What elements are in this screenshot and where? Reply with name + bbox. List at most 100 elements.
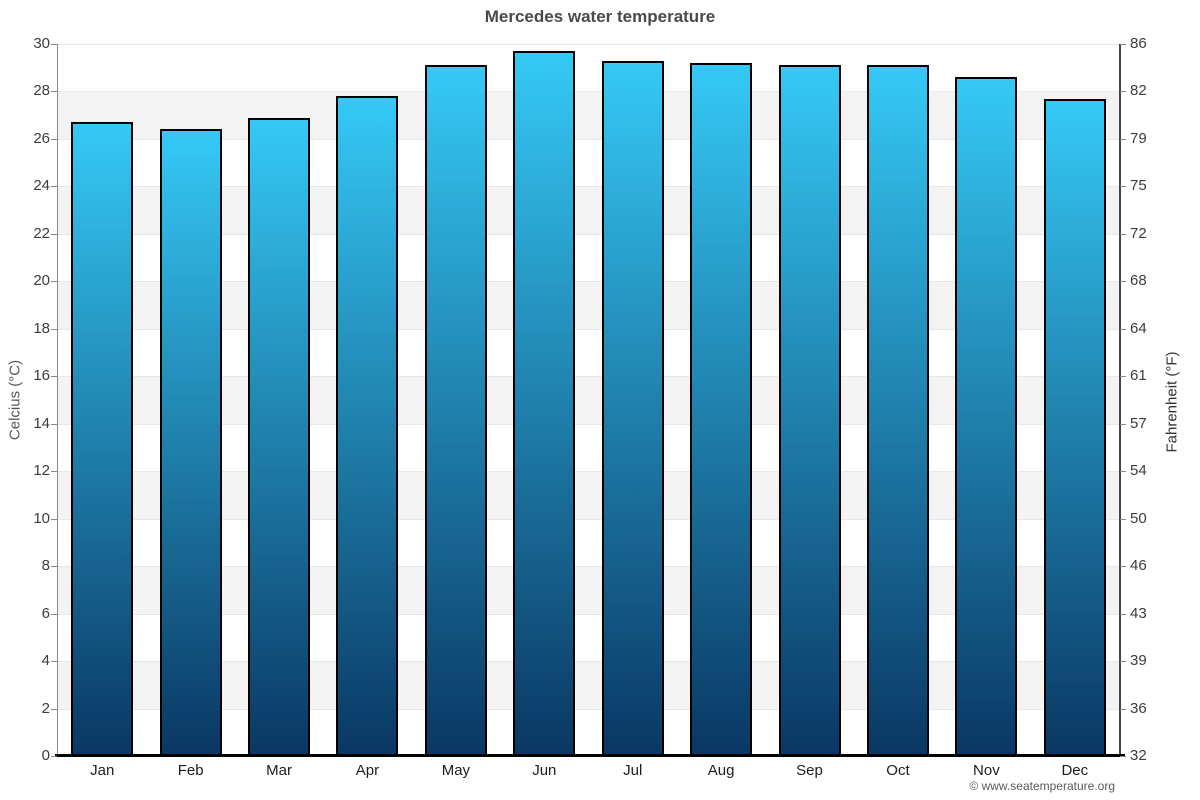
copyright-text: © www.seatemperature.org bbox=[969, 779, 1115, 793]
tick-mark bbox=[1120, 186, 1126, 188]
tick-mark bbox=[51, 613, 57, 615]
y-axis-line-right bbox=[1119, 44, 1121, 756]
ytick-fahrenheit-54: 54 bbox=[1130, 462, 1147, 480]
ytick-celsius-10: 10 bbox=[33, 509, 50, 527]
bar-nov[interactable] bbox=[955, 77, 1018, 756]
x-label-sep: Sep bbox=[796, 762, 823, 779]
x-label-feb: Feb bbox=[177, 762, 204, 779]
bar-dec[interactable] bbox=[1043, 98, 1106, 756]
tick-mark bbox=[51, 281, 57, 283]
gridline bbox=[58, 613, 1119, 615]
tick-mark bbox=[51, 756, 57, 757]
tick-mark bbox=[1120, 233, 1126, 235]
bar-may[interactable] bbox=[424, 65, 487, 756]
tick-mark bbox=[1120, 281, 1126, 283]
tick-mark bbox=[1120, 613, 1126, 615]
ytick-celsius-18: 18 bbox=[33, 319, 50, 337]
gridline bbox=[58, 233, 1119, 235]
tick-mark bbox=[1120, 661, 1126, 663]
gridline bbox=[58, 328, 1119, 330]
tick-mark bbox=[51, 138, 57, 140]
ytick-fahrenheit-46: 46 bbox=[1130, 557, 1147, 575]
tick-mark bbox=[51, 233, 57, 235]
tick-mark bbox=[1120, 518, 1126, 520]
gridline bbox=[58, 44, 1119, 45]
grid-band bbox=[58, 281, 1119, 329]
x-label-mar: Mar bbox=[266, 762, 292, 779]
ytick-fahrenheit-68: 68 bbox=[1130, 272, 1147, 290]
ytick-fahrenheit-79: 79 bbox=[1130, 129, 1147, 147]
tick-mark bbox=[51, 186, 57, 188]
gridline bbox=[58, 518, 1119, 520]
tick-mark bbox=[51, 518, 57, 520]
tick-mark bbox=[1120, 328, 1126, 330]
tick-mark bbox=[1120, 756, 1126, 757]
ytick-fahrenheit-72: 72 bbox=[1130, 224, 1147, 242]
x-axis-line bbox=[55, 754, 1125, 757]
ytick-fahrenheit-57: 57 bbox=[1130, 414, 1147, 432]
ytick-celsius-20: 20 bbox=[33, 272, 50, 290]
grid-band bbox=[58, 661, 1119, 709]
ytick-celsius-0: 0 bbox=[41, 747, 50, 764]
bar-jul[interactable] bbox=[601, 60, 664, 756]
bar-aug[interactable] bbox=[690, 62, 753, 756]
tick-mark bbox=[51, 376, 57, 378]
ytick-fahrenheit-39: 39 bbox=[1130, 652, 1147, 670]
tick-mark bbox=[51, 423, 57, 425]
gridline bbox=[58, 91, 1119, 93]
ytick-celsius-16: 16 bbox=[33, 367, 50, 385]
chart-title: Mercedes water temperature bbox=[484, 7, 716, 26]
tick-mark bbox=[51, 471, 57, 473]
x-label-apr: Apr bbox=[355, 762, 380, 779]
y-axis-line-left bbox=[57, 44, 58, 756]
tick-mark bbox=[1120, 708, 1126, 710]
grid-band bbox=[58, 91, 1119, 139]
ytick-fahrenheit-32: 32 bbox=[1130, 747, 1147, 764]
ytick-celsius-26: 26 bbox=[33, 129, 50, 147]
ytick-fahrenheit-36: 36 bbox=[1130, 699, 1147, 717]
tick-mark bbox=[51, 91, 57, 93]
bar-sep[interactable] bbox=[778, 65, 841, 756]
bar-jun[interactable] bbox=[513, 51, 576, 756]
tick-mark bbox=[1120, 471, 1126, 473]
ytick-fahrenheit-64: 64 bbox=[1130, 319, 1147, 337]
grid-band bbox=[58, 186, 1119, 234]
ytick-celsius-22: 22 bbox=[33, 224, 50, 242]
tick-mark bbox=[1120, 138, 1126, 140]
gridline bbox=[58, 708, 1119, 710]
bar-feb[interactable] bbox=[159, 129, 222, 756]
bar-jan[interactable] bbox=[71, 122, 134, 756]
ytick-celsius-28: 28 bbox=[33, 82, 50, 100]
bar-oct[interactable] bbox=[866, 65, 929, 756]
gridline bbox=[58, 566, 1119, 568]
x-label-jun: Jun bbox=[532, 762, 557, 779]
ytick-fahrenheit-75: 75 bbox=[1130, 177, 1147, 195]
x-label-may: May bbox=[441, 762, 471, 779]
gridline bbox=[58, 376, 1119, 378]
bar-apr[interactable] bbox=[336, 96, 399, 756]
tick-mark bbox=[1120, 91, 1126, 93]
x-label-jan: Jan bbox=[90, 762, 115, 779]
bar-mar[interactable] bbox=[248, 117, 311, 756]
gridline bbox=[58, 138, 1119, 140]
ytick-celsius-24: 24 bbox=[33, 177, 50, 195]
ytick-fahrenheit-82: 82 bbox=[1130, 82, 1147, 100]
tick-mark bbox=[51, 661, 57, 663]
ytick-celsius-14: 14 bbox=[33, 414, 50, 432]
ytick-fahrenheit-61: 61 bbox=[1130, 367, 1147, 385]
ytick-fahrenheit-50: 50 bbox=[1130, 509, 1147, 527]
plot-area bbox=[58, 44, 1119, 756]
tick-mark bbox=[1120, 44, 1126, 45]
x-label-dec: Dec bbox=[1061, 762, 1089, 779]
gridline bbox=[58, 186, 1119, 188]
x-label-aug: Aug bbox=[707, 762, 735, 779]
ytick-celsius-6: 6 bbox=[41, 604, 50, 622]
tick-mark bbox=[1120, 423, 1126, 425]
grid-band bbox=[58, 471, 1119, 519]
tick-mark bbox=[1120, 566, 1126, 568]
ytick-celsius-4: 4 bbox=[41, 652, 50, 670]
tick-mark bbox=[51, 44, 57, 45]
gridline bbox=[58, 471, 1119, 473]
x-label-jul: Jul bbox=[623, 762, 643, 779]
tick-mark bbox=[51, 708, 57, 710]
